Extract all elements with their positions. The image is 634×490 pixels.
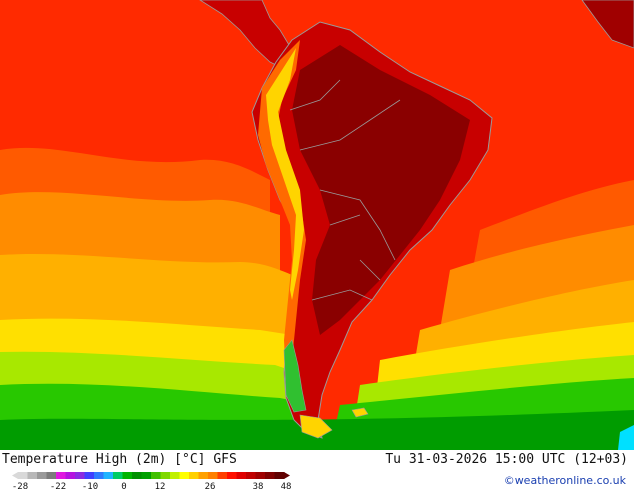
legend-swatch bbox=[246, 472, 256, 479]
legend-swatch bbox=[208, 472, 218, 479]
map-footer: Temperature High (2m) [°C] GFS Tu 31-03-… bbox=[0, 450, 634, 490]
legend-swatch bbox=[56, 472, 66, 479]
legend-swatch bbox=[27, 472, 38, 479]
legend-swatch bbox=[18, 472, 28, 479]
legend-swatch bbox=[94, 472, 104, 479]
legend-swatch bbox=[84, 472, 95, 479]
legend-tick-label: -22 bbox=[50, 482, 66, 490]
legend-swatch bbox=[236, 472, 247, 479]
legend-swatch bbox=[227, 472, 237, 479]
legend-swatch bbox=[37, 472, 47, 479]
caribbean-land bbox=[581, 0, 634, 49]
legend-swatch bbox=[46, 472, 57, 479]
legend-swatch bbox=[217, 472, 228, 479]
legend-swatch bbox=[151, 472, 161, 479]
map-title: Temperature High (2m) [°C] GFS bbox=[2, 452, 237, 467]
legend-arrow-left bbox=[12, 472, 18, 479]
legend-swatch bbox=[103, 472, 114, 479]
legend-swatch bbox=[65, 472, 76, 479]
legend-tick-label: 48 bbox=[281, 482, 292, 490]
legend-swatch bbox=[141, 472, 152, 479]
legend-swatch bbox=[132, 472, 142, 479]
legend-swatch bbox=[265, 472, 275, 479]
legend-tick-label: 26 bbox=[205, 482, 216, 490]
legend-swatch bbox=[255, 472, 266, 479]
patagonia-green bbox=[283, 339, 307, 413]
legend-arrow-right bbox=[284, 472, 290, 479]
legend-tick-label: 12 bbox=[155, 482, 166, 490]
legend-swatch bbox=[170, 472, 180, 479]
andes-yellow bbox=[266, 48, 304, 300]
credit-link[interactable]: ©weatheronline.co.uk bbox=[503, 474, 626, 487]
cold-patch bbox=[618, 425, 634, 450]
legend-tick-label: -28 bbox=[12, 482, 28, 490]
legend-tick-label: 0 bbox=[121, 482, 126, 490]
color-scale-legend: -28 -22 -10 0 12 26 38 48 bbox=[12, 472, 292, 490]
country-borders bbox=[289, 79, 401, 301]
legend-swatch bbox=[274, 472, 285, 479]
legend-swatch bbox=[75, 472, 85, 479]
legend-swatch bbox=[160, 472, 171, 479]
tierra-del-fuego bbox=[299, 414, 333, 439]
legend-tick-label: -10 bbox=[82, 482, 98, 490]
legend-swatch bbox=[113, 472, 123, 479]
legend-swatch bbox=[179, 472, 190, 479]
falklands bbox=[351, 407, 369, 418]
legend-tick-label: 38 bbox=[253, 482, 264, 490]
legend-swatch bbox=[122, 472, 133, 479]
amazon-hot-zone bbox=[292, 45, 470, 335]
valid-time: Tu 31-03-2026 15:00 UTC (12+03) bbox=[385, 452, 628, 467]
legend-swatch bbox=[189, 472, 199, 479]
legend-swatch bbox=[198, 472, 209, 479]
temperature-map bbox=[0, 0, 634, 450]
